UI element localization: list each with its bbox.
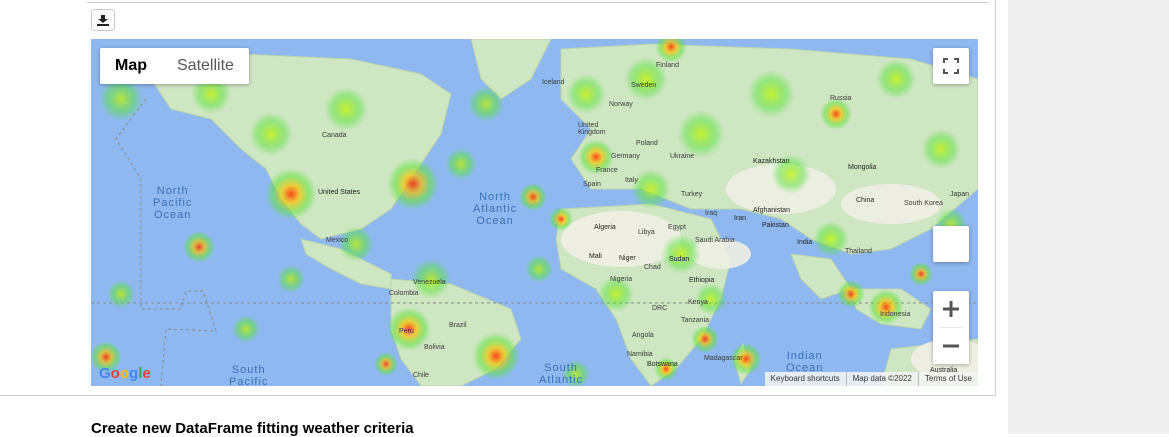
map-type-control: Map Satellite: [100, 48, 249, 84]
place-label: France: [596, 167, 618, 174]
place-label: Algeria: [594, 224, 616, 231]
place-label: Iran: [734, 215, 747, 222]
street-view-button[interactable]: [933, 226, 969, 262]
ocean-label: Indian Ocean: [786, 350, 824, 374]
map-base: [91, 39, 978, 386]
google-logo: Google: [99, 365, 151, 382]
place-label: Niger: [619, 255, 636, 262]
place-label: Pakistan: [762, 222, 789, 229]
map-data-text: Map data ©2022: [845, 372, 918, 386]
place-label: Indonesia: [880, 311, 911, 318]
map-type-map-button[interactable]: Map: [115, 57, 147, 74]
keyboard-shortcuts-link[interactable]: Keyboard shortcuts: [770, 374, 840, 383]
terms-of-use-link[interactable]: Terms of Use: [917, 372, 978, 386]
place-label: South Korea: [904, 200, 943, 207]
place-label: Brazil: [449, 322, 467, 329]
place-label: Colombia: [389, 290, 419, 297]
place-label: Sweden: [631, 82, 657, 89]
place-label: Italy: [625, 177, 638, 184]
place-label: Afghanistan: [753, 207, 790, 214]
ocean-label: North Pacific Ocean: [153, 185, 193, 221]
fullscreen-icon: [943, 58, 959, 74]
place-label: Iraq: [705, 210, 718, 217]
right-gutter: [1008, 0, 1169, 434]
place-label: Australia: [930, 367, 958, 374]
place-label: Japan: [950, 191, 970, 198]
place-label: United States: [318, 189, 361, 196]
place-label: Egypt: [668, 224, 686, 231]
place-label: Peru: [399, 328, 414, 335]
place-label: Russia: [830, 95, 852, 102]
place-label: Norway: [609, 101, 633, 108]
place-label: United Kingdom: [578, 122, 606, 136]
place-label: Poland: [636, 140, 658, 147]
place-label: Finland: [656, 62, 679, 69]
place-label: Libya: [638, 229, 655, 236]
place-label: Venezuela: [413, 279, 446, 286]
place-label: Sudan: [669, 256, 690, 263]
place-label: DRC: [652, 305, 668, 312]
ocean-label: North Atlantic Ocean: [473, 191, 518, 227]
place-label: Kazakhstan: [753, 158, 790, 165]
place-label: Ethiopia: [689, 277, 715, 284]
place-label: Mali: [589, 253, 602, 260]
zoom-in-icon[interactable]: [933, 291, 969, 327]
place-label: Chile: [413, 372, 429, 379]
place-label: Bolivia: [424, 344, 445, 351]
place-label: India: [797, 239, 813, 246]
place-label: Kenya: [688, 299, 708, 306]
heatmap-map[interactable]: Canada United States Mexico Venezuela Co…: [91, 39, 978, 386]
place-label: China: [856, 197, 875, 204]
output-top-border: [87, 0, 989, 3]
download-icon: [97, 14, 109, 26]
download-button[interactable]: [91, 9, 115, 31]
place-label: Botswana: [647, 361, 678, 368]
place-label: Nigeria: [610, 276, 633, 283]
place-label: Mongolia: [848, 164, 877, 171]
place-label: Thailand: [845, 248, 872, 255]
place-label: Ukraine: [670, 153, 695, 160]
place-label: Saudi Arabia: [695, 237, 735, 244]
place-label: Namibia: [627, 351, 653, 358]
place-label: Tanzania: [681, 317, 710, 324]
ocean-label: South Pacific: [229, 364, 269, 386]
map-type-satellite-button[interactable]: Satellite: [177, 57, 234, 74]
place-label: Turkey: [681, 191, 703, 198]
zoom-control: [933, 291, 969, 364]
zoom-out-icon[interactable]: [933, 328, 969, 364]
place-label: Germany: [611, 153, 640, 160]
map-attribution: Keyboard shortcuts Map data ©2022 Terms …: [764, 372, 978, 386]
place-label: Spain: [583, 181, 601, 188]
place-label: Iceland: [542, 79, 565, 86]
section-heading: Create new DataFrame fitting weather cri…: [91, 420, 414, 437]
fullscreen-button[interactable]: [933, 48, 969, 84]
place-label: Mexico: [326, 237, 349, 244]
place-label: Canada: [322, 132, 347, 139]
place-label: Chad: [644, 264, 661, 271]
place-label: Angola: [632, 332, 654, 339]
place-label: Madagascar: [704, 355, 743, 362]
ocean-label: South Atlantic: [539, 362, 584, 386]
